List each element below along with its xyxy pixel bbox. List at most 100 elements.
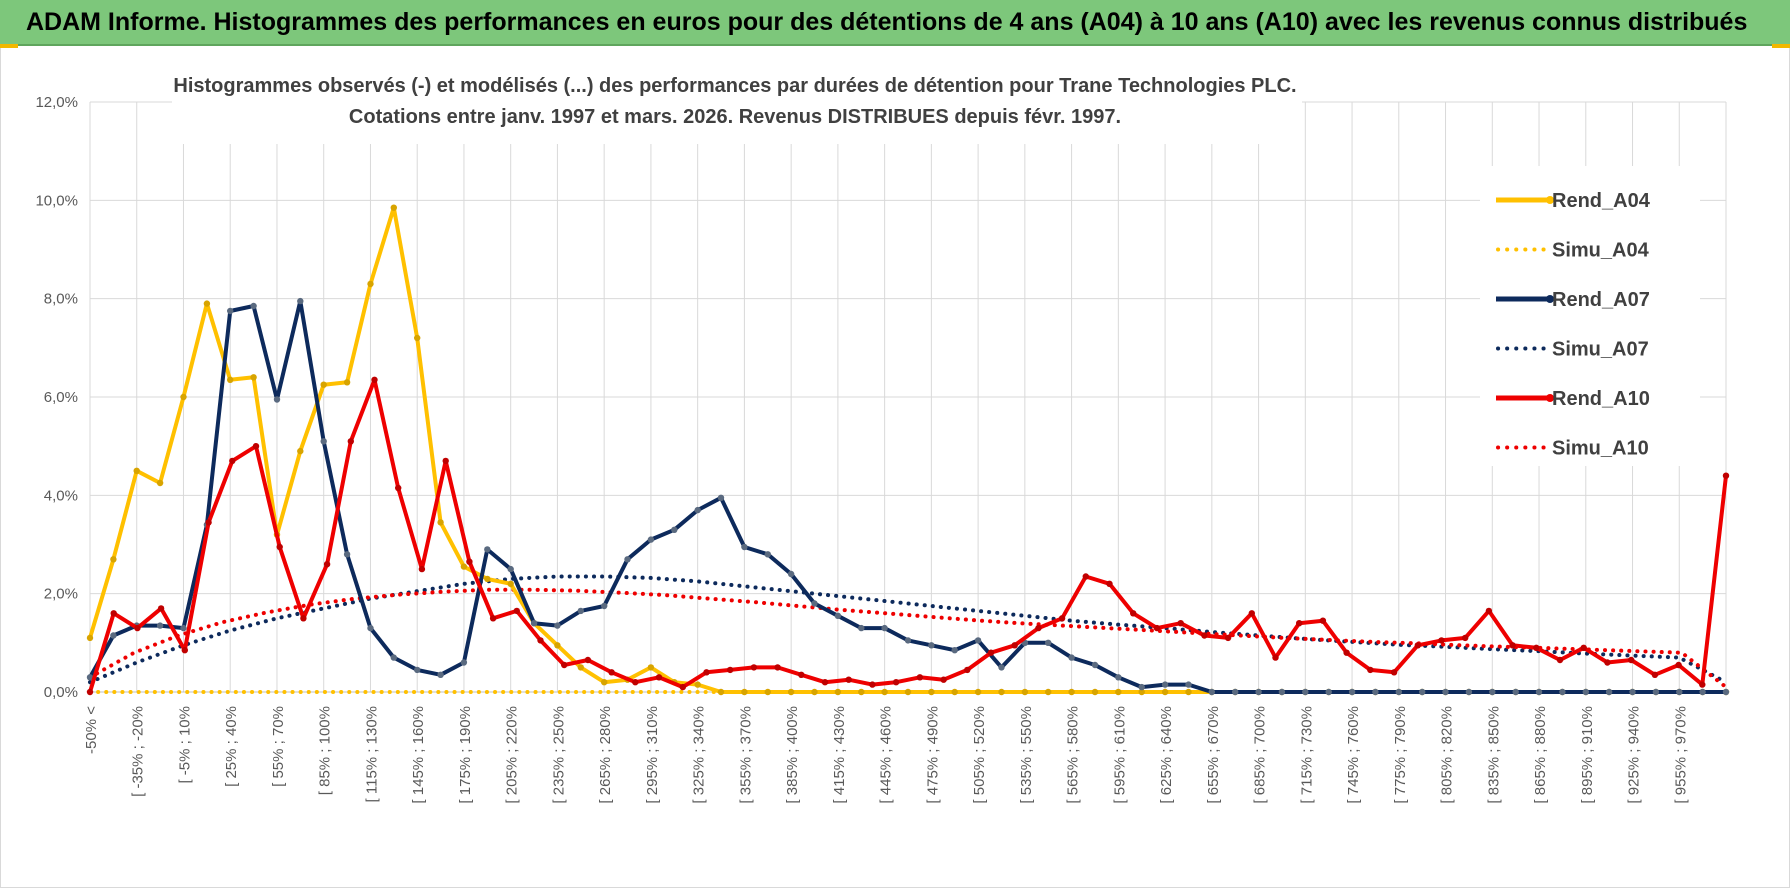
point-Rend_A07	[460, 659, 468, 666]
point-Rend_A10	[1058, 615, 1066, 622]
point-Rend_A04	[1138, 688, 1145, 696]
point-Rend_A07	[110, 632, 117, 639]
point-Rend_A10	[276, 543, 283, 551]
x-tick-label: [ -35% ; -20%	[130, 706, 147, 797]
point-Rend_A10	[323, 561, 331, 568]
x-tick-label: [ 505% ; 520%	[971, 706, 988, 804]
point-Rend_A04	[951, 688, 958, 696]
x-tick-label: [ 625% ; 640%	[1158, 706, 1175, 804]
point-Rend_A04	[180, 393, 187, 401]
legend-label-Rend_A04: Rend_A04	[1552, 190, 1651, 212]
point-Rend_A04	[203, 300, 211, 307]
x-tick-label: [ 535% ; 550%	[1018, 706, 1035, 804]
point-Rend_A07	[1605, 688, 1613, 696]
point-Rend_A07	[998, 664, 1005, 671]
point-Rend_A10	[513, 607, 520, 615]
point-Rend_A10	[727, 666, 734, 674]
point-Rend_A04	[601, 679, 608, 686]
point-Rend_A04	[974, 688, 982, 696]
legend-label-Rend_A10: Rend_A10	[1552, 388, 1650, 410]
x-tick-label: [ 325% ; 340%	[691, 706, 708, 804]
point-Rend_A07	[1676, 688, 1683, 696]
point-Rend_A10	[1675, 661, 1682, 669]
x-tick-label: [ 445% ; 460%	[878, 706, 895, 804]
point-Rend_A10	[1343, 649, 1350, 656]
y-tick-label: 12,0%	[35, 94, 78, 111]
point-Rend_A04	[343, 379, 351, 386]
point-Rend_A04	[741, 688, 748, 696]
point-Rend_A04	[227, 376, 234, 383]
point-Rend_A07	[1442, 688, 1449, 696]
point-Rend_A10	[1604, 659, 1611, 666]
point-Rend_A04	[110, 556, 117, 563]
point-Rend_A10	[1390, 669, 1398, 676]
point-Rend_A04	[764, 688, 771, 696]
point-Rend_A07	[671, 526, 678, 533]
point-Rend_A10	[1130, 610, 1137, 617]
point-Rend_A07	[1208, 688, 1216, 696]
point-Rend_A07	[811, 600, 818, 607]
x-tick-label: [ 475% ; 490%	[924, 706, 941, 804]
point-Rend_A04	[133, 467, 140, 474]
point-Rend_A07	[577, 607, 584, 615]
point-Rend_A07	[974, 637, 982, 644]
point-Rend_A07	[86, 674, 94, 681]
point-Rend_A10	[1296, 620, 1303, 627]
point-Rend_A07	[484, 546, 491, 553]
point-Rend_A10	[1082, 573, 1090, 580]
point-Rend_A07	[1115, 674, 1122, 681]
point-Rend_A07	[554, 622, 561, 629]
point-Rend_A07	[1325, 688, 1332, 696]
point-Rend_A07	[694, 506, 701, 514]
legend-background	[1480, 166, 1700, 466]
point-Rend_A07	[1348, 688, 1356, 696]
point-Rend_A07	[1395, 688, 1403, 696]
corner-accent-left	[0, 44, 18, 48]
point-Rend_A04	[297, 447, 304, 455]
point-Rend_A07	[1489, 688, 1496, 696]
point-Rend_A04	[156, 479, 164, 487]
point-Rend_A07	[180, 624, 187, 632]
legend-marker-Rend_A04	[1546, 196, 1554, 204]
point-Rend_A10	[110, 610, 117, 617]
point-Rend_A04	[1045, 688, 1052, 696]
legend-marker-Rend_A07	[1546, 295, 1554, 303]
point-Rend_A10	[442, 457, 449, 465]
point-Rend_A10	[300, 615, 307, 622]
point-Rend_A07	[928, 642, 935, 649]
point-Rend_A07	[1091, 661, 1099, 669]
point-Rend_A07	[647, 536, 655, 543]
point-Rend_A04	[858, 688, 865, 696]
point-Rend_A07	[1138, 683, 1145, 691]
x-tick-label: [ 745% ; 760%	[1345, 706, 1362, 804]
point-Rend_A07	[717, 494, 725, 501]
point-Rend_A04	[577, 664, 584, 671]
x-tick-label: [ 925% ; 940%	[1626, 706, 1643, 804]
y-tick-label: 10,0%	[35, 192, 78, 209]
point-Rend_A10	[632, 679, 639, 686]
point-Rend_A10	[1201, 632, 1208, 639]
point-Rend_A07	[858, 624, 865, 632]
point-Rend_A10	[1011, 642, 1018, 649]
point-Rend_A10	[489, 615, 497, 622]
point-Rend_A07	[1582, 688, 1590, 696]
x-tick-label: [ 685% ; 700%	[1252, 706, 1269, 804]
point-Rend_A04	[320, 381, 327, 388]
point-Rend_A10	[1035, 624, 1042, 632]
point-Rend_A07	[1652, 688, 1660, 696]
point-Rend_A07	[834, 612, 842, 619]
x-tick-label: [ 895% ; 910%	[1579, 706, 1596, 804]
x-tick-label: [ 145% ; 160%	[410, 706, 427, 804]
point-Rend_A10	[608, 669, 615, 676]
point-Rend_A04	[811, 688, 818, 696]
point-Rend_A10	[418, 565, 426, 573]
y-tick-label: 6,0%	[44, 389, 78, 406]
x-tick-label: [ 55% ; 70%	[270, 706, 287, 787]
point-Rend_A07	[273, 396, 281, 403]
series-line-Simu_A07	[88, 574, 1728, 685]
point-Rend_A04	[1091, 688, 1099, 696]
x-tick-label: [ 595% ; 610%	[1111, 706, 1128, 804]
point-Rend_A07	[414, 666, 421, 674]
histogram-chart: 0,0% 2,0% 4,0% 6,0% 8,0% 10,0% 12,0% -50% < [ -…	[35, 68, 1730, 804]
point-Rend_A10	[798, 671, 805, 678]
